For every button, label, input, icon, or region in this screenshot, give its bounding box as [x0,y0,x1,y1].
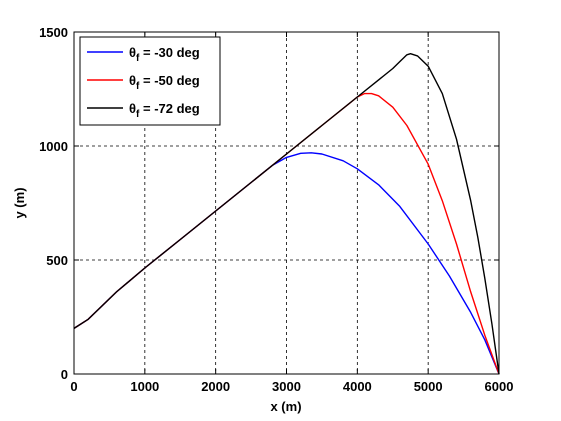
legend-entry-1: θf = -30 deg [129,45,200,64]
tick-labels: 0 1000 2000 3000 4000 5000 6000 0 500 1000 1500 [39,25,513,394]
x-tick-label: 6000 [485,379,514,394]
x-tick-label: 0 [70,379,77,394]
y-tick-label: 1500 [39,25,68,40]
y-tick-label: 0 [61,367,68,382]
legend: θf = -30 deg θf = -50 deg θf = -72 deg [79,36,221,126]
legend-entry-2: θf = -50 deg [129,73,200,92]
y-axis-label: y (m) [12,187,27,218]
y-tick-label: 1000 [39,139,68,154]
x-tick-label: 5000 [414,379,443,394]
series-layer [73,53,500,375]
legend-entry-3: θf = -72 deg [129,101,200,120]
x-axis-label: x (m) [270,399,301,414]
x-tick-label: 4000 [343,379,372,394]
x-tick-label: 1000 [130,379,159,394]
x-tick-label: 2000 [201,379,230,394]
y-tick-label: 500 [46,253,68,268]
x-tick-label: 3000 [272,379,301,394]
series-line-3 [73,53,500,375]
ticks [73,31,500,375]
